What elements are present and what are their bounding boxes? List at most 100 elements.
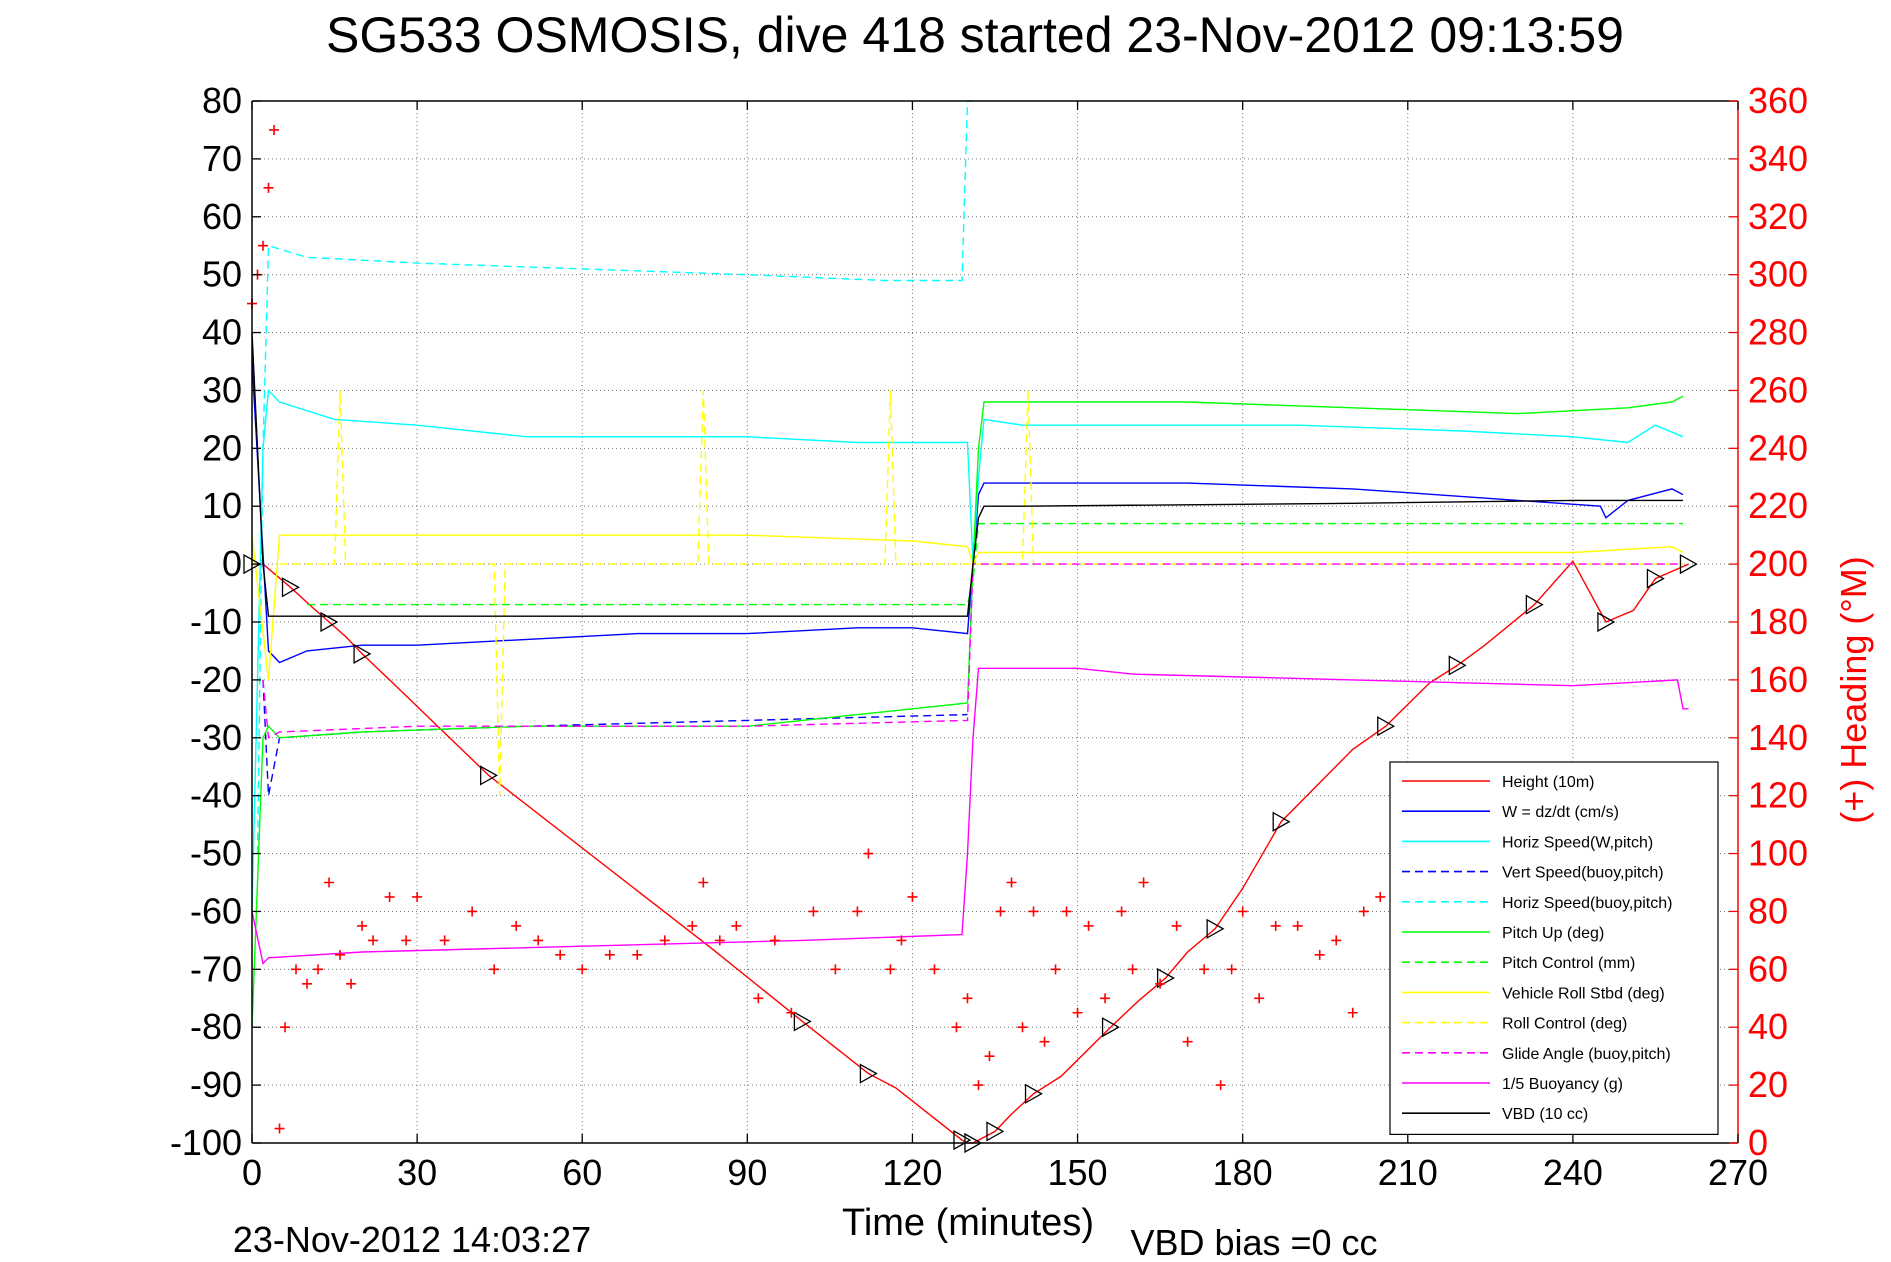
y2-tick-label: 300 <box>1748 254 1808 295</box>
y2-tick-label: 20 <box>1748 1064 1788 1105</box>
heading-point <box>302 978 313 989</box>
heading-point <box>269 124 280 135</box>
x-tick-label: 270 <box>1708 1152 1768 1193</box>
heading-point <box>896 935 907 946</box>
heading-point <box>808 906 819 917</box>
y2-tick-label: 240 <box>1748 427 1808 468</box>
heading-point <box>951 1022 962 1033</box>
heading-point <box>731 920 742 931</box>
heading-point <box>769 935 780 946</box>
y2-tick-label: 220 <box>1748 485 1808 526</box>
heading-point <box>401 935 412 946</box>
heading-point <box>753 993 764 1004</box>
x-tick-label: 150 <box>1048 1152 1108 1193</box>
heading-point <box>1331 935 1342 946</box>
height-marker <box>281 577 300 598</box>
heading-point <box>1116 906 1127 917</box>
legend-entry: Vert Speed(buoy,pitch) <box>1502 865 1664 882</box>
y2-tick-label: 280 <box>1748 312 1808 353</box>
legend-entry: Glide Angle (buoy,pitch) <box>1502 1046 1671 1063</box>
heading-point <box>1083 920 1094 931</box>
vbd-bias-note: VBD bias =0 cc <box>1130 1222 1377 1262</box>
y-tick-label: 80 <box>202 80 242 121</box>
y-tick-label: -50 <box>190 833 242 874</box>
y2-tick-label: 200 <box>1748 543 1808 584</box>
heading-point <box>1017 1022 1028 1033</box>
height-marker <box>1156 967 1175 989</box>
height-marker <box>353 643 372 664</box>
heading-point <box>1006 877 1017 888</box>
heading-point <box>274 1123 285 1134</box>
heading-point <box>863 848 874 859</box>
height-marker <box>1272 811 1291 832</box>
y2-tick-label: 100 <box>1748 833 1808 874</box>
legend-entry: Horiz Speed(W,pitch) <box>1502 834 1653 851</box>
x-tick-label: 210 <box>1378 1152 1438 1193</box>
y-tick-label: 0 <box>222 543 242 584</box>
heading-point <box>885 964 896 975</box>
height-marker <box>1024 1083 1043 1104</box>
series-line-10 <box>251 667 1689 965</box>
legend-entry: W = dz/dt (cm/s) <box>1502 804 1619 821</box>
y2-tick-label: 320 <box>1748 196 1808 237</box>
plot-area: 0 30 60 90 120 150 180 210 240 270 80 70 60 50 40 30 20 1… <box>170 80 1808 1193</box>
heading-point <box>632 949 643 960</box>
height-marker <box>1101 1017 1120 1038</box>
x-tick-label: 180 <box>1213 1152 1273 1193</box>
x-tick-label: 0 <box>242 1152 262 1193</box>
series-line-7 <box>251 534 1684 680</box>
y2-tick-label: 120 <box>1748 775 1808 816</box>
y-tick-label: -70 <box>190 948 242 989</box>
heading-point <box>384 891 395 902</box>
x-tick-label: 90 <box>727 1152 767 1193</box>
heading-point <box>1292 920 1303 931</box>
series-line-1 <box>251 361 1684 664</box>
legend-entry: 1/5 Buoyancy (g) <box>1502 1076 1623 1093</box>
heading-point <box>412 891 423 902</box>
y2-tick-label: 160 <box>1748 659 1808 700</box>
series-line-6 <box>307 522 1683 606</box>
y2-tick-label: 60 <box>1748 948 1788 989</box>
heading-point <box>1199 964 1210 975</box>
heading-point <box>489 964 500 975</box>
series-line-11 <box>251 332 1683 617</box>
height-marker <box>986 1121 1005 1142</box>
series-line-2 <box>251 388 1684 912</box>
y2-tick-label: 260 <box>1748 369 1808 410</box>
footer-timestamp: 23-Nov-2012 14:03:27 <box>233 1219 591 1260</box>
y-tick-label: -10 <box>190 601 242 642</box>
heading-point <box>984 1051 995 1062</box>
x-axis-label: Time (minutes) <box>842 1202 1094 1244</box>
heading-point <box>1127 964 1138 975</box>
legend-entry: Roll Control (deg) <box>1502 1016 1627 1033</box>
y2-tick-label: 40 <box>1748 1006 1788 1047</box>
height-marker <box>953 1129 972 1151</box>
heading-point <box>830 964 841 975</box>
heading-point <box>555 949 566 960</box>
heading-point <box>1215 1080 1226 1091</box>
y-tick-label: -90 <box>190 1064 242 1105</box>
legend-entry: Pitch Control (mm) <box>1502 955 1635 972</box>
y-tick-label: 70 <box>202 138 242 179</box>
heading-point <box>1270 920 1281 931</box>
y-tick-label: -60 <box>190 890 242 931</box>
heading-point <box>533 935 544 946</box>
heading-point <box>929 964 940 975</box>
heading-point <box>357 920 368 931</box>
heading-point <box>577 964 588 975</box>
height-marker <box>1679 553 1698 575</box>
heading-point <box>263 182 274 193</box>
heading-point <box>698 877 709 888</box>
heading-point <box>313 964 324 975</box>
heading-point <box>467 906 478 917</box>
y-tick-label: 10 <box>202 485 242 526</box>
height-marker <box>1646 568 1665 589</box>
height-marker <box>1377 716 1396 737</box>
height-marker <box>320 611 339 633</box>
heading-point <box>1237 906 1248 917</box>
heading-point <box>1171 920 1182 931</box>
heading-point <box>1375 891 1386 902</box>
y-tick-label: 60 <box>202 196 242 237</box>
heading-point <box>1039 1036 1050 1047</box>
heading-point <box>368 935 379 946</box>
